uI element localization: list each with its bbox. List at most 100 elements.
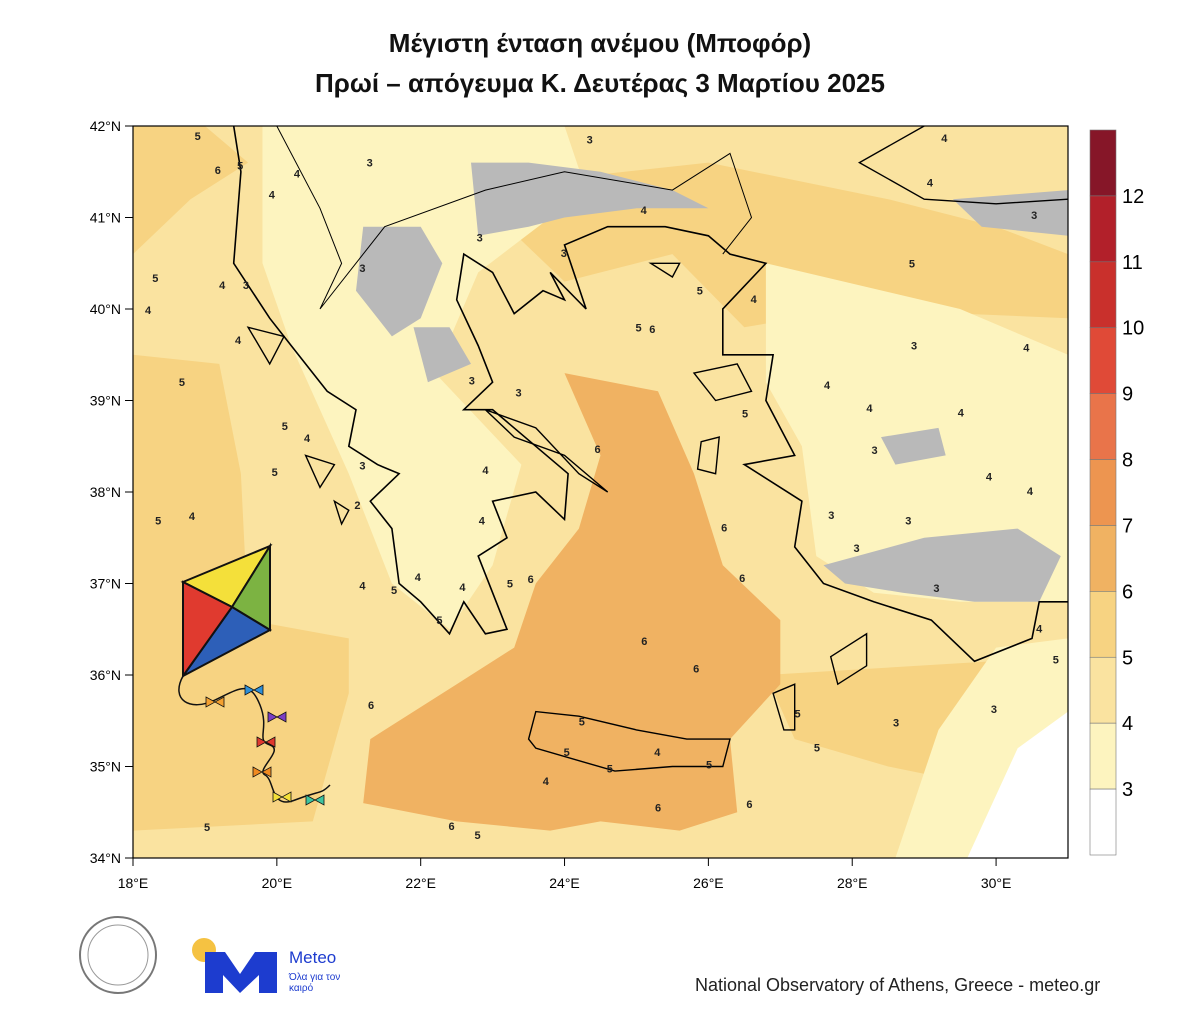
contour-label: 4 bbox=[189, 511, 196, 523]
contour-label: 4 bbox=[824, 380, 831, 392]
lat-tick-label: 40°N bbox=[90, 301, 121, 317]
lon-tick-label: 28°E bbox=[837, 875, 868, 891]
contour-label: 3 bbox=[469, 375, 475, 387]
contour-label: 3 bbox=[359, 460, 365, 472]
contour-label: 5 bbox=[579, 717, 585, 729]
contour-label: 3 bbox=[871, 445, 877, 457]
contour-label: 3 bbox=[515, 387, 521, 399]
contour-label: 4 bbox=[543, 776, 550, 788]
colorbar-label: 11 bbox=[1122, 252, 1143, 274]
contour-label: 3 bbox=[991, 704, 997, 716]
map-subtitle: Πρωί – απόγευμα Κ. Δευτέρας 3 Μαρτίου 20… bbox=[315, 68, 885, 98]
contour-label: 4 bbox=[1027, 486, 1034, 498]
contour-label: 3 bbox=[561, 248, 567, 260]
colorbar-label: 12 bbox=[1122, 186, 1144, 208]
contour-label: 6 bbox=[641, 636, 647, 648]
contour-label: 4 bbox=[294, 169, 301, 181]
island-coastline bbox=[246, 326, 286, 366]
lat-tick-label: 37°N bbox=[90, 576, 121, 592]
terrain-mask bbox=[881, 427, 946, 465]
kite-graphic bbox=[178, 542, 331, 806]
contour-label: 6 bbox=[528, 574, 534, 586]
contour-label: 5 bbox=[474, 830, 480, 842]
wind-3-4-area bbox=[262, 126, 587, 630]
footer-credit: National Observatory of Athens, Greece -… bbox=[695, 975, 1101, 995]
contour-label: 6 bbox=[449, 821, 455, 833]
kite-tail bbox=[178, 675, 331, 803]
contour-label: 5 bbox=[237, 160, 243, 172]
colorbar-bin bbox=[1089, 195, 1117, 263]
contour-label: 3 bbox=[367, 158, 373, 170]
lat-tick-label: 39°N bbox=[90, 393, 121, 409]
contour-label: 5 bbox=[272, 467, 278, 479]
contour-label: 5 bbox=[282, 421, 288, 433]
contour-label: 5 bbox=[195, 131, 201, 143]
lon-tick-label: 30°E bbox=[981, 875, 1012, 891]
meteo-logo-mark bbox=[205, 952, 277, 993]
colorbar-label: 4 bbox=[1122, 713, 1133, 735]
contour-label: 5 bbox=[795, 708, 801, 720]
lat-tick-label: 41°N bbox=[90, 210, 121, 226]
contour-label: 6 bbox=[215, 165, 221, 177]
contour-label: 4 bbox=[958, 407, 965, 419]
wind-5-6-area bbox=[133, 126, 249, 255]
observatory-seal-logo bbox=[79, 916, 157, 994]
terrain-mask bbox=[413, 327, 471, 383]
contour-label: 6 bbox=[721, 523, 727, 535]
lat-tick-label: 35°N bbox=[90, 759, 121, 775]
island-coastline bbox=[484, 409, 609, 493]
lat-tick-label: 38°N bbox=[90, 484, 121, 500]
contour-label: 2 bbox=[354, 500, 360, 512]
kite-bow bbox=[244, 684, 264, 696]
observatory-seal-ring bbox=[87, 924, 149, 986]
colorbar-bin bbox=[1089, 656, 1117, 724]
contour-label: 4 bbox=[219, 280, 226, 292]
contour-label: 6 bbox=[693, 664, 699, 676]
island-coastline bbox=[648, 262, 681, 278]
colorbar-bin bbox=[1089, 788, 1117, 856]
meteo-logo-text: Meteo bbox=[289, 948, 337, 967]
terrain-mask bbox=[471, 162, 709, 236]
colorbar-bin bbox=[1089, 525, 1117, 592]
contour-label: 5 bbox=[607, 763, 613, 775]
kite-bow bbox=[252, 766, 272, 778]
colorbar-label: 6 bbox=[1122, 581, 1133, 603]
contour-label: 4 bbox=[986, 471, 993, 483]
contour-label: 5 bbox=[742, 408, 748, 420]
contour-label: 6 bbox=[595, 444, 601, 456]
contour-label: 4 bbox=[654, 747, 661, 759]
colorbar-bin bbox=[1089, 261, 1117, 329]
island-coastline bbox=[527, 710, 731, 772]
contour-label: 4 bbox=[359, 580, 366, 592]
contour-label: 4 bbox=[927, 178, 934, 190]
colorbar-label: 5 bbox=[1122, 647, 1133, 669]
kite-panel bbox=[182, 580, 234, 680]
lon-tick-label: 26°E bbox=[693, 875, 724, 891]
colorbar-bin bbox=[1089, 722, 1117, 790]
terrain-mask bbox=[823, 528, 1061, 602]
contour-label: 4 bbox=[482, 465, 489, 477]
colorbar-bin bbox=[1089, 393, 1117, 460]
contour-label: 5 bbox=[909, 258, 915, 270]
contour-label: 5 bbox=[391, 585, 397, 597]
kite-bow bbox=[267, 711, 287, 723]
meteo-tagline: Όλα για τον καιρό bbox=[289, 972, 341, 994]
contour-label: 4 bbox=[459, 582, 466, 594]
contour-label: 4 bbox=[941, 133, 948, 145]
contour-label: 3 bbox=[1031, 210, 1037, 222]
contour-label: 6 bbox=[739, 573, 745, 585]
lon-tick-label: 18°E bbox=[118, 875, 149, 891]
map-title: Μέγιστη ένταση ανέμου (Μποφόρ) bbox=[388, 28, 812, 58]
colorbar-label: 10 bbox=[1122, 318, 1144, 340]
contour-label: 4 bbox=[145, 305, 152, 317]
island-coastline bbox=[333, 499, 350, 526]
contour-label: 5 bbox=[706, 760, 712, 772]
island-coastline bbox=[692, 363, 753, 402]
coastline-black-sea bbox=[857, 126, 1068, 205]
contour-label: 3 bbox=[911, 341, 917, 353]
island-coastline bbox=[304, 454, 336, 489]
colorbar-label: 7 bbox=[1122, 515, 1133, 537]
colorbar-bin bbox=[1089, 129, 1117, 197]
contour-label: 5 bbox=[564, 747, 570, 759]
